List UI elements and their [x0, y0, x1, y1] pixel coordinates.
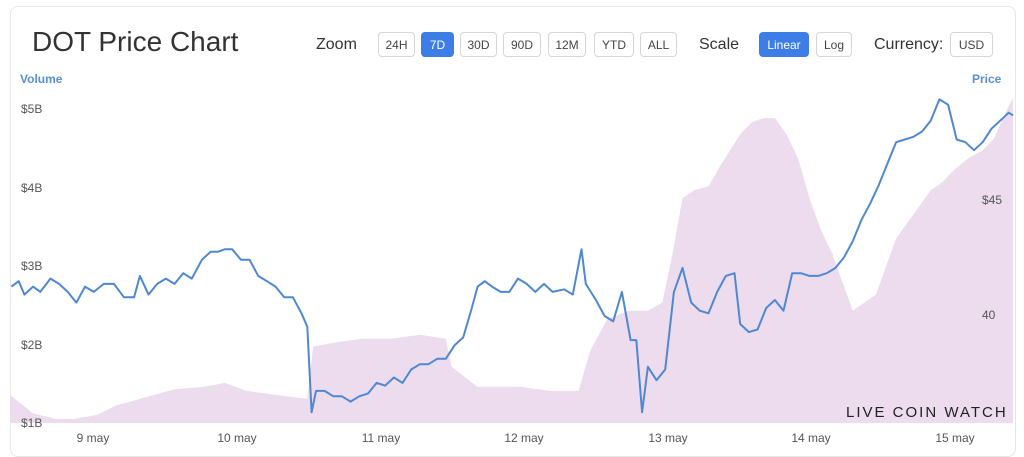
live-coin-watch-logo: LIVE COIN WATCH	[846, 404, 1008, 421]
price-axis-title: Price	[972, 72, 1002, 86]
zoom-label: Zoom	[316, 36, 357, 53]
price-tick: 40	[982, 308, 996, 322]
zoom-ytd-button[interactable]: YTD	[594, 32, 634, 57]
x-tick: 15 may	[935, 431, 975, 445]
scale-linear-button[interactable]: Linear	[759, 32, 809, 57]
x-tick: 14 may	[791, 431, 831, 445]
chart-title: DOT Price Chart	[32, 26, 239, 57]
scale-log-button[interactable]: Log	[816, 32, 852, 57]
zoom-12m-button[interactable]: 12M	[548, 32, 586, 57]
volume-tick: $4B	[21, 181, 43, 195]
volume-area	[10, 98, 1013, 423]
currency-select[interactable]: USD	[950, 32, 993, 57]
volume-tick: $2B	[21, 338, 43, 352]
volume-tick: $5B	[21, 102, 43, 116]
x-tick: 9 may	[76, 431, 110, 445]
volume-tick: $3B	[21, 259, 43, 273]
zoom-24h-button[interactable]: 24H	[378, 32, 415, 57]
x-tick: 13 may	[648, 431, 688, 445]
price-tick: $45	[982, 193, 1003, 207]
currency-label: Currency:	[874, 36, 944, 53]
x-tick: 10 may	[217, 431, 257, 445]
volume-axis-title: Volume	[20, 72, 63, 86]
price-line	[10, 98, 1014, 414]
volume-tick: $1B	[21, 416, 43, 430]
scale-label: Scale	[699, 36, 740, 53]
x-tick: 12 may	[504, 431, 544, 445]
x-tick: 11 may	[361, 431, 401, 445]
zoom-90d-button[interactable]: 90D	[503, 32, 541, 57]
zoom-7d-button[interactable]: 7D	[421, 32, 454, 57]
zoom-all-button[interactable]: ALL	[640, 32, 677, 57]
zoom-30d-button[interactable]: 30D	[460, 32, 497, 57]
